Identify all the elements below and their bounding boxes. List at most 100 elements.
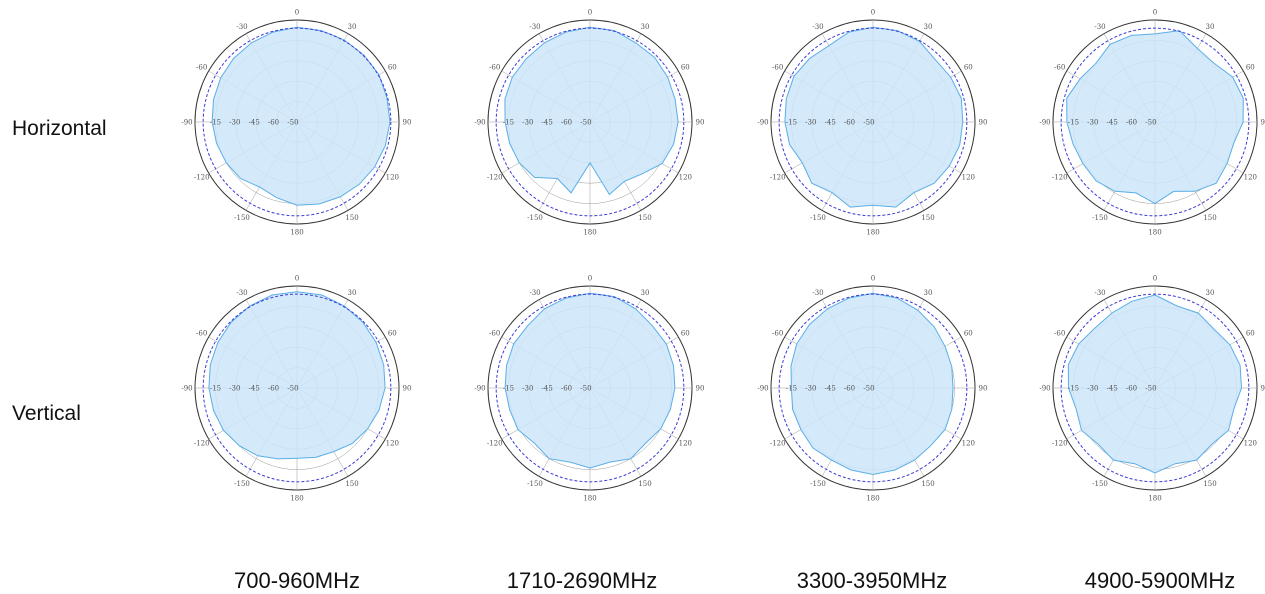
angle-tick-label: 90 xyxy=(403,385,412,393)
angle-tick-label: -90 xyxy=(181,119,192,127)
radial-tick-label: -30 xyxy=(229,385,240,393)
angle-tick-label: -60 xyxy=(196,330,207,338)
radial-tick-label: -15 xyxy=(210,385,221,393)
radial-tick-label: -15 xyxy=(1068,385,1079,393)
angle-tick-label: -120 xyxy=(1052,174,1068,182)
angle-tick-label: -150 xyxy=(527,214,543,222)
gain-pattern-area xyxy=(784,26,964,208)
angle-tick-label: 30 xyxy=(1206,23,1215,31)
angle-tick-label: -150 xyxy=(1092,480,1108,488)
gain-pattern-area xyxy=(208,291,386,460)
polar-plot-2: 0 30 60 90 120 150 180 -150 -120 -90 -60 -30 -15 -30 -… xyxy=(474,9,704,237)
radial-tick-label: -60 xyxy=(844,385,855,393)
column-label-band-4: 4900-5900MHz xyxy=(1084,568,1236,593)
angle-tick-label: 120 xyxy=(962,440,975,448)
angle-tick-label: 180 xyxy=(583,495,596,503)
radial-tick-label: -60 xyxy=(1126,119,1137,127)
angle-tick-label: 150 xyxy=(345,214,358,222)
radial-tick-label: -30 xyxy=(805,385,816,393)
angle-tick-label: -60 xyxy=(196,64,207,72)
radial-tick-label: -30 xyxy=(1087,385,1098,393)
radial-tick-label: -30 xyxy=(522,385,533,393)
angle-tick-label: 120 xyxy=(386,174,399,182)
angle-tick-label: -120 xyxy=(487,174,503,182)
polar-plot-3: 0 30 60 90 120 150 180 -150 -120 -90 -60 -30 -15 -30 -… xyxy=(757,9,987,237)
angle-tick-label: 30 xyxy=(348,23,357,31)
angle-tick-label: -90 xyxy=(181,385,192,393)
radial-tick-label: -50 xyxy=(863,119,874,127)
reference-circle xyxy=(495,27,685,217)
angle-tick-label: 60 xyxy=(964,330,973,338)
angle-tick-label: -120 xyxy=(194,440,210,448)
radial-tick-label: -60 xyxy=(561,119,572,127)
angle-tick-label: 150 xyxy=(1203,214,1216,222)
angle-tick-label: 180 xyxy=(583,229,596,237)
radial-tick-label: -15 xyxy=(503,119,514,127)
angle-tick-label: 60 xyxy=(964,64,973,72)
row-label-vertical: Vertical xyxy=(12,402,81,425)
radial-tick-label: -50 xyxy=(1145,119,1156,127)
angle-tick-label: 0 xyxy=(871,275,875,283)
angle-tick-label: 180 xyxy=(1148,495,1161,503)
gain-pattern-area xyxy=(1066,30,1244,205)
angle-tick-label: 90 xyxy=(1261,119,1265,127)
radial-tick-label: -60 xyxy=(561,385,572,393)
reference-circle xyxy=(1060,27,1250,217)
angle-tick-label: 150 xyxy=(921,480,934,488)
angle-tick-label: 90 xyxy=(979,385,988,393)
angle-tick-label: -60 xyxy=(1054,330,1065,338)
radial-tick-label: -45 xyxy=(542,119,553,127)
angle-tick-label: 60 xyxy=(681,330,690,338)
angle-tick-label: -90 xyxy=(1039,119,1050,127)
angle-tick-label: 120 xyxy=(962,174,975,182)
polar-plot-8: 0 30 60 90 120 150 180 -150 -120 -90 -60 -30 -15 -30 -… xyxy=(1039,275,1265,503)
radial-tick-label: -45 xyxy=(1107,385,1118,393)
reference-circle xyxy=(202,27,392,217)
reference-circle xyxy=(778,27,968,217)
polar-plot-1: 0 30 60 90 120 150 180 -150 -120 -90 -60 -30 -15 -30 -… xyxy=(181,9,411,237)
reference-circle xyxy=(1060,293,1250,483)
radial-tick-label: -15 xyxy=(786,119,797,127)
radial-tick-label: -45 xyxy=(1107,119,1118,127)
column-label-band-2: 1710-2690MHz xyxy=(506,568,658,593)
radial-tick-label: -45 xyxy=(249,119,260,127)
angle-tick-label: 90 xyxy=(403,119,412,127)
angle-tick-label: 120 xyxy=(386,440,399,448)
angle-tick-label: -30 xyxy=(529,23,540,31)
radial-tick-label: -60 xyxy=(268,385,279,393)
gain-pattern-area xyxy=(1067,294,1243,474)
angle-tick-label: 120 xyxy=(679,440,692,448)
polar-plot-6: 0 30 60 90 120 150 180 -150 -120 -90 -60 -30 -15 -30 -… xyxy=(474,275,704,503)
angle-tick-label: 150 xyxy=(638,214,651,222)
radial-tick-label: -50 xyxy=(287,385,298,393)
angle-tick-label: 30 xyxy=(1206,289,1215,297)
angle-tick-label: -90 xyxy=(1039,385,1050,393)
angle-tick-label: 120 xyxy=(1244,440,1257,448)
angle-tick-label: -30 xyxy=(1094,23,1105,31)
radial-tick-label: -15 xyxy=(210,119,221,127)
angle-tick-label: 60 xyxy=(388,64,397,72)
angle-tick-label: -60 xyxy=(1054,64,1065,72)
gain-pattern-area xyxy=(211,26,391,206)
angle-tick-label: 0 xyxy=(871,9,875,17)
radial-tick-label: -30 xyxy=(805,119,816,127)
angle-tick-label: -120 xyxy=(770,174,786,182)
radial-tick-label: -30 xyxy=(229,119,240,127)
gain-pattern-area xyxy=(790,292,954,476)
angle-tick-label: 180 xyxy=(866,495,879,503)
angle-tick-label: 60 xyxy=(681,64,690,72)
radial-tick-label: -45 xyxy=(542,385,553,393)
angle-tick-label: 120 xyxy=(679,174,692,182)
radial-tick-label: -60 xyxy=(844,119,855,127)
radial-tick-label: -15 xyxy=(1068,119,1079,127)
angle-tick-label: -60 xyxy=(772,330,783,338)
angle-tick-label: 30 xyxy=(641,23,650,31)
angle-tick-label: 150 xyxy=(638,480,651,488)
radial-tick-label: -50 xyxy=(580,119,591,127)
angle-tick-label: -60 xyxy=(489,64,500,72)
angle-tick-label: 60 xyxy=(1246,330,1255,338)
angle-tick-label: 60 xyxy=(388,330,397,338)
angle-tick-label: -120 xyxy=(770,440,786,448)
radial-tick-label: -30 xyxy=(522,119,533,127)
